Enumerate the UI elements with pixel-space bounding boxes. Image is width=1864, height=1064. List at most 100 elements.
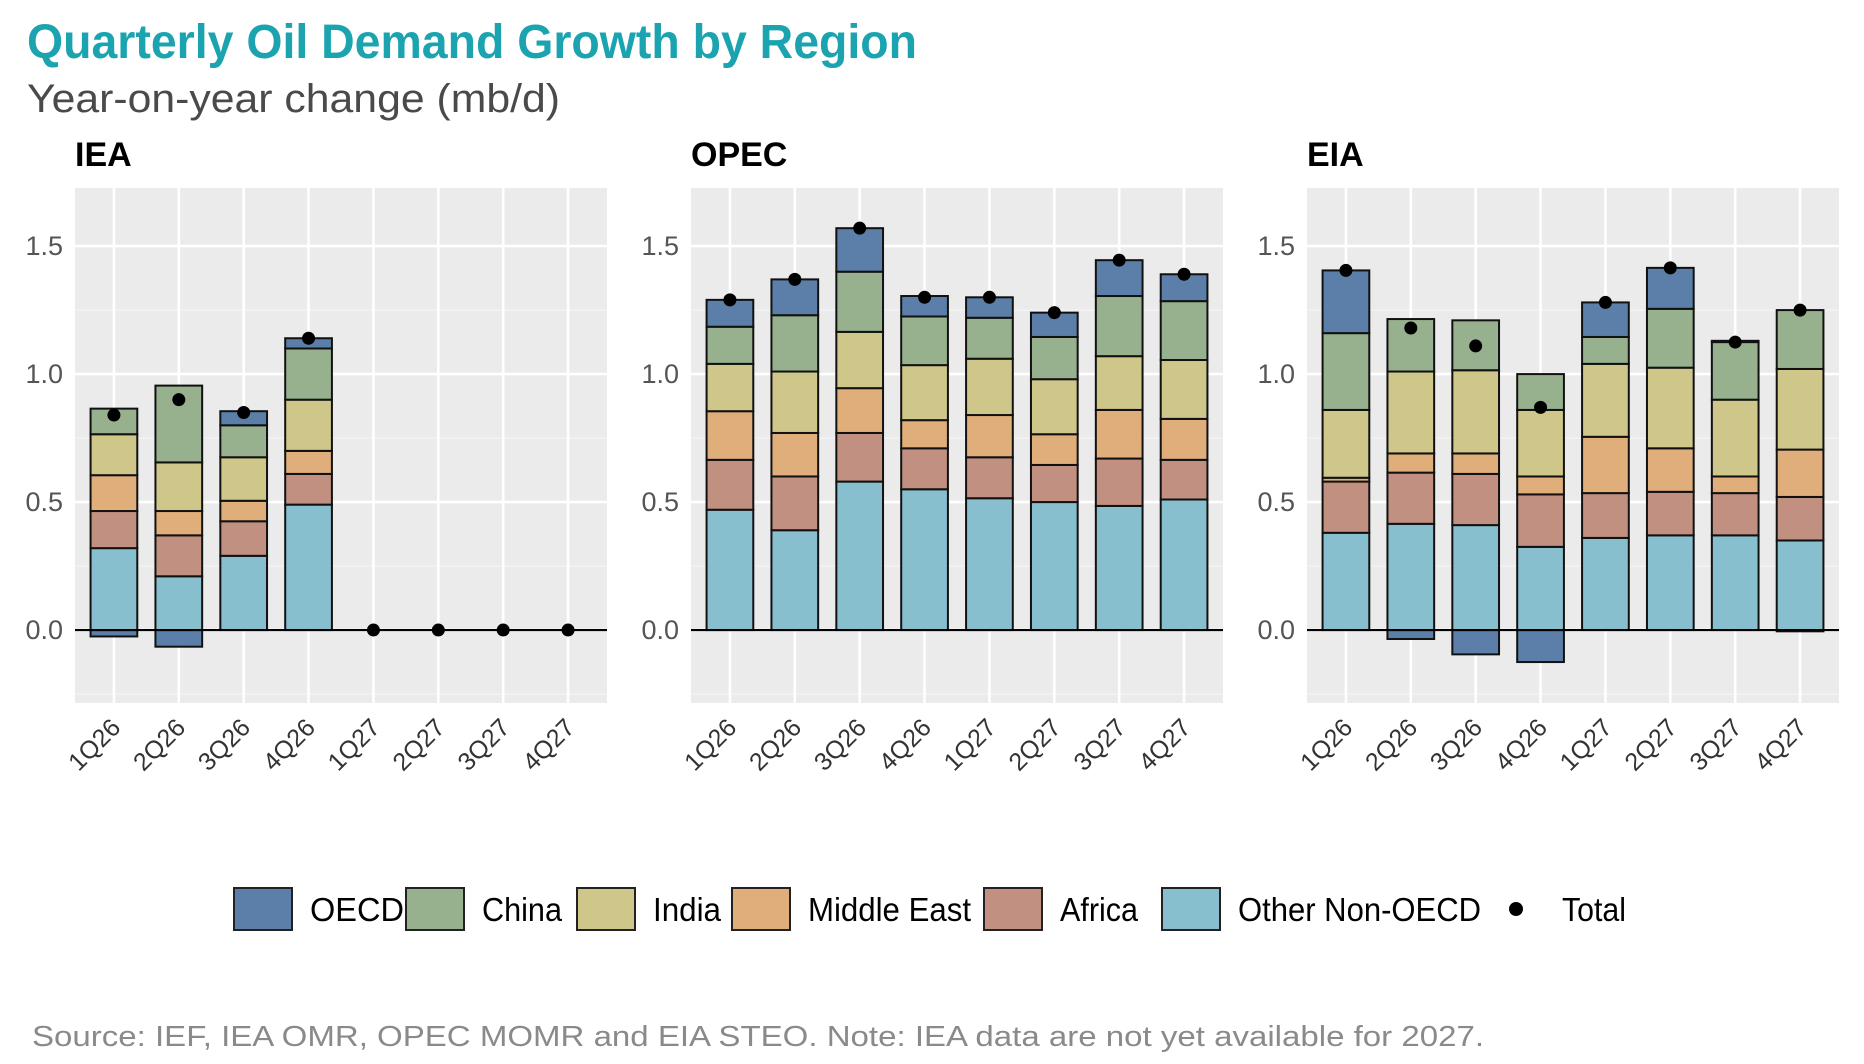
- total-marker: [172, 393, 186, 407]
- bar-segment-middle-east: [1516, 475, 1565, 496]
- y-tick-label: 0.5: [1257, 487, 1295, 517]
- bar-segment-china: [770, 314, 820, 373]
- bar-segment-india: [1645, 366, 1695, 450]
- bar-segment-oecd: [1516, 629, 1565, 664]
- bar-segment-china: [705, 325, 755, 365]
- x-tick-label: 2Q27: [1004, 713, 1067, 776]
- x-tick-label: 3Q27: [1068, 713, 1131, 776]
- bar-segment-africa: [770, 475, 820, 532]
- x-tick-label: 4Q27: [517, 713, 580, 776]
- bar-segment-india: [1159, 359, 1209, 420]
- bar-segment-other-non-oecd: [1386, 522, 1436, 632]
- bar-segment-oecd: [705, 298, 755, 328]
- bar-segment-oecd: [1321, 269, 1371, 335]
- panel-title: IEA: [75, 136, 132, 174]
- bar-segment-china: [1029, 335, 1079, 381]
- x-tick-label: 1Q26: [679, 713, 742, 776]
- bar-segment-china: [284, 347, 333, 401]
- bar-segment-china: [965, 316, 1014, 360]
- bar-segment-india: [835, 330, 885, 390]
- x-tick-label: 2Q26: [1360, 713, 1423, 776]
- x-tick-label: 4Q26: [874, 713, 937, 776]
- total-marker: [918, 290, 932, 304]
- bar-segment-other-non-oecd: [1581, 536, 1630, 632]
- bar-segment-africa: [900, 447, 949, 491]
- bar-segment-india: [705, 362, 755, 413]
- bar-segment-middle-east: [770, 431, 820, 478]
- legend-total-marker: [1509, 902, 1523, 916]
- bar-segment-middle-east: [1775, 448, 1825, 498]
- bar-segment-africa: [1775, 495, 1825, 542]
- bar-segment-middle-east: [1645, 447, 1695, 493]
- bar-segment-other-non-oecd: [1159, 498, 1209, 632]
- bar-segment-other-non-oecd: [770, 529, 820, 632]
- total-marker: [853, 221, 867, 235]
- total-marker: [788, 272, 802, 286]
- legend-item-china: China: [405, 887, 563, 931]
- bar-segment-africa: [89, 510, 139, 550]
- bar-segment-africa: [1094, 457, 1144, 507]
- bar-segment-other-non-oecd: [1710, 534, 1760, 632]
- bar-segment-india: [965, 357, 1014, 417]
- bar-segment-india: [1581, 362, 1630, 438]
- bar-segment-china: [1159, 300, 1209, 362]
- bar-segment-middle-east: [89, 474, 139, 513]
- bar-segment-oecd: [154, 629, 204, 648]
- total-marker: [496, 623, 510, 637]
- legend-label: Middle East: [808, 891, 971, 928]
- total-marker: [1793, 303, 1807, 317]
- bar-segment-middle-east: [1451, 452, 1501, 475]
- bar-segment-china: [1710, 341, 1760, 401]
- bar-segment-china: [835, 270, 885, 333]
- y-tick-label: 1.5: [25, 231, 63, 261]
- bar-segment-oecd: [835, 227, 885, 273]
- total-marker: [1177, 267, 1191, 281]
- bar-segment-china: [219, 424, 269, 459]
- bar-segment-africa: [835, 431, 885, 483]
- bar-segment-other-non-oecd: [219, 554, 269, 632]
- bar-segment-oecd: [1645, 266, 1695, 310]
- legend-key: [405, 887, 465, 931]
- bar-segment-middle-east: [1029, 433, 1079, 466]
- bar-segment-africa: [154, 534, 204, 578]
- y-tick-label: 0.5: [25, 487, 63, 517]
- bar-segment-middle-east: [965, 414, 1014, 459]
- x-tick-label: 1Q26: [1295, 713, 1358, 776]
- chart-subtitle: Year-on-year change (mb/d): [27, 77, 560, 121]
- legend-item-middle-east: Middle East: [731, 887, 971, 931]
- bar-segment-china: [1645, 307, 1695, 369]
- bar-segment-china: [1775, 309, 1825, 370]
- bar-segment-china: [1094, 295, 1144, 358]
- legend-item-other-non-oecd: Other Non-OECD: [1161, 887, 1481, 931]
- panel-opec: OPEC 0.0 0.5 1.0 1.5 1Q26 2Q26 3Q26 4Q26 1Q27 2Q27…: [641, 136, 1223, 776]
- legend-key: [233, 887, 293, 931]
- bar-segment-middle-east: [1094, 408, 1144, 460]
- bar-segment-india: [284, 398, 333, 452]
- total-marker: [302, 331, 316, 345]
- bar-segment-india: [900, 364, 949, 422]
- total-marker: [1404, 321, 1418, 335]
- bar-segment-other-non-oecd: [835, 480, 885, 632]
- bar-segment-middle-east: [1386, 452, 1436, 474]
- legend-label: Africa: [1060, 891, 1139, 928]
- bar-segment-india: [1029, 378, 1079, 436]
- x-tick-label: 3Q26: [193, 713, 256, 776]
- y-tick-label: 0.0: [25, 615, 63, 645]
- bar-segment-india: [1094, 355, 1144, 411]
- bar-segment-india: [1710, 398, 1760, 478]
- source-note: Source: IEF, IEA OMR, OPEC MOMR and EIA …: [32, 1021, 1484, 1053]
- bar-segment-africa: [1710, 492, 1760, 537]
- x-tick-label: 4Q27: [1749, 713, 1812, 776]
- x-tick-label: 3Q27: [1684, 713, 1747, 776]
- bar-segment-africa: [1581, 492, 1630, 539]
- total-marker: [1469, 339, 1483, 353]
- panel-title: EIA: [1307, 136, 1364, 174]
- bar-segment-middle-east: [219, 499, 269, 523]
- total-marker: [561, 623, 575, 637]
- bar-segment-middle-east: [900, 419, 949, 450]
- total-marker: [1112, 253, 1126, 267]
- legend-key: [1161, 887, 1221, 931]
- bar-segment-africa: [1516, 493, 1565, 548]
- legend-key: [576, 887, 636, 931]
